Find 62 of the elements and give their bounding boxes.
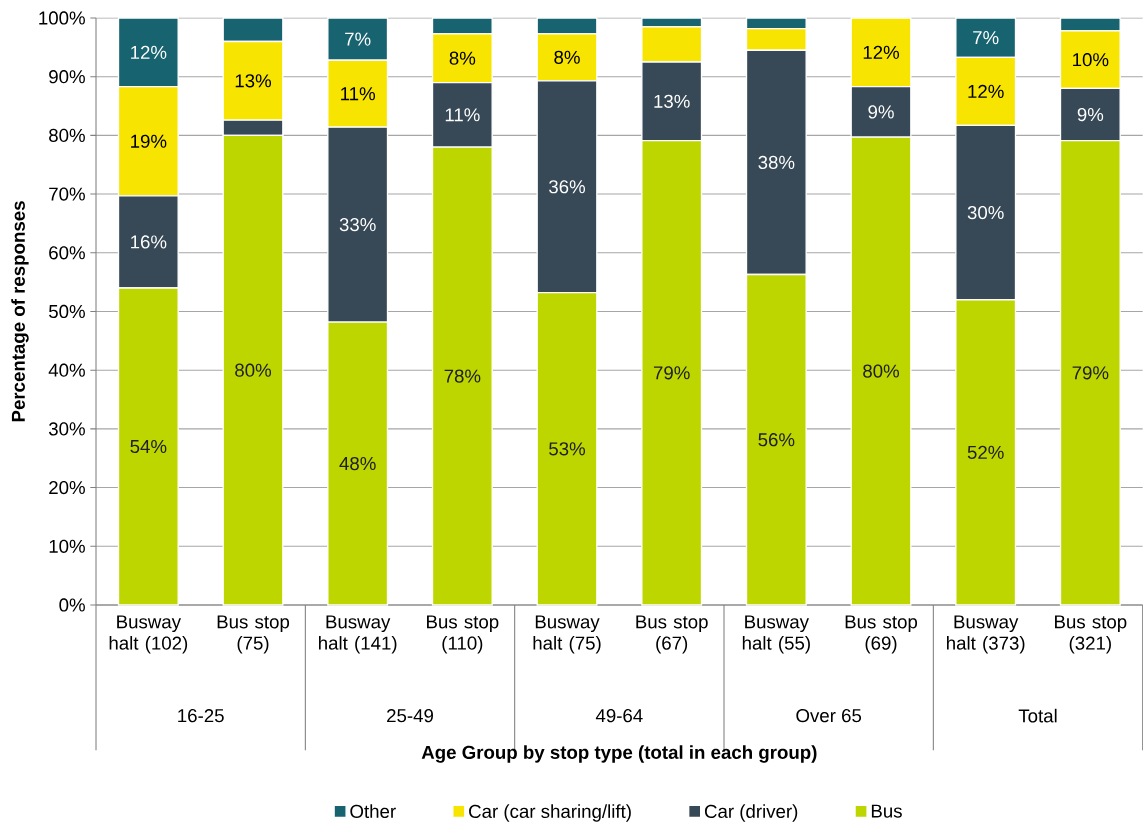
x-tick-label: Busway halt (141)	[319, 615, 397, 654]
x-tick-label: Bus stop (75)	[217, 615, 290, 654]
data-label: 10%	[1073, 53, 1109, 67]
x-tick-label: Busway halt (373)	[947, 615, 1025, 654]
data-label: 8%	[554, 50, 580, 64]
data-label: 52%	[967, 445, 1004, 459]
data-label: 36%	[549, 180, 586, 194]
data-label: 7%	[345, 32, 371, 46]
legend-label: Bus	[871, 804, 902, 818]
data-label: 11%	[445, 108, 480, 122]
text: Over 65	[796, 709, 862, 723]
y-tick-label: 40%	[48, 363, 85, 377]
x-tick-label: Busway halt (55)	[742, 615, 810, 654]
legend-label: Car (driver)	[704, 804, 798, 822]
y-tick-label: 10%	[49, 539, 85, 553]
data-label: 79%	[1072, 366, 1109, 380]
data-label: 16%	[131, 235, 167, 249]
y-tick-label: 100%	[39, 11, 85, 25]
text: 25-49	[387, 709, 433, 723]
data-label: 13%	[235, 74, 272, 88]
y-tick-label: 0%	[59, 598, 85, 612]
y-tick-label: 20%	[49, 480, 85, 495]
x-tick-label: Busway halt (75)	[533, 615, 601, 654]
y-tick-label: 90%	[49, 70, 85, 84]
data-label: 7%	[973, 31, 999, 45]
data-label: 53%	[549, 442, 586, 456]
text: 49-64	[595, 709, 643, 723]
data-label: 79%	[653, 366, 690, 380]
x-tick-label: Bus stop (67)	[636, 615, 708, 654]
y-axis-title: Percentage of responses	[11, 201, 29, 422]
data-label: 30%	[967, 205, 1004, 220]
y-tick-label: 80%	[49, 128, 85, 143]
x-tick-label: Bus stop (110)	[427, 615, 499, 654]
data-label: 33%	[339, 217, 376, 232]
data-label: 54%	[130, 439, 167, 454]
legend-label: Other	[350, 804, 396, 819]
data-label: 38%	[758, 155, 795, 170]
data-label: 80%	[863, 364, 900, 378]
y-tick-label: 50%	[49, 304, 85, 319]
data-label: 78%	[444, 369, 481, 383]
data-label: 11%	[341, 87, 375, 101]
x-tick-label: Busway halt (102)	[109, 615, 188, 654]
legend-label: Car (car sharing/lift)	[469, 804, 631, 822]
x-tick-label: Bus stop (321)	[1055, 615, 1127, 654]
data-label: 9%	[868, 105, 894, 119]
x-axis-title: Age Group by stop type (total in each group)	[421, 745, 817, 763]
data-label: 19%	[131, 134, 167, 148]
y-tick-label: 30%	[48, 422, 85, 436]
data-label: 13%	[654, 94, 690, 108]
data-label: 8%	[449, 51, 476, 65]
data-label: 12%	[131, 45, 167, 59]
data-label: 12%	[968, 84, 1004, 98]
text: Total	[1018, 708, 1057, 723]
y-tick-label: 70%	[49, 187, 85, 201]
data-label: 80%	[235, 363, 272, 377]
data-label: 12%	[863, 45, 900, 59]
data-label: 56%	[758, 433, 795, 447]
data-label: 9%	[1077, 107, 1104, 122]
data-label: 48%	[339, 456, 376, 471]
x-tick-label: Bus stop (69)	[845, 615, 918, 654]
text: 16-25	[178, 709, 224, 723]
y-tick-label: 60%	[49, 246, 85, 260]
